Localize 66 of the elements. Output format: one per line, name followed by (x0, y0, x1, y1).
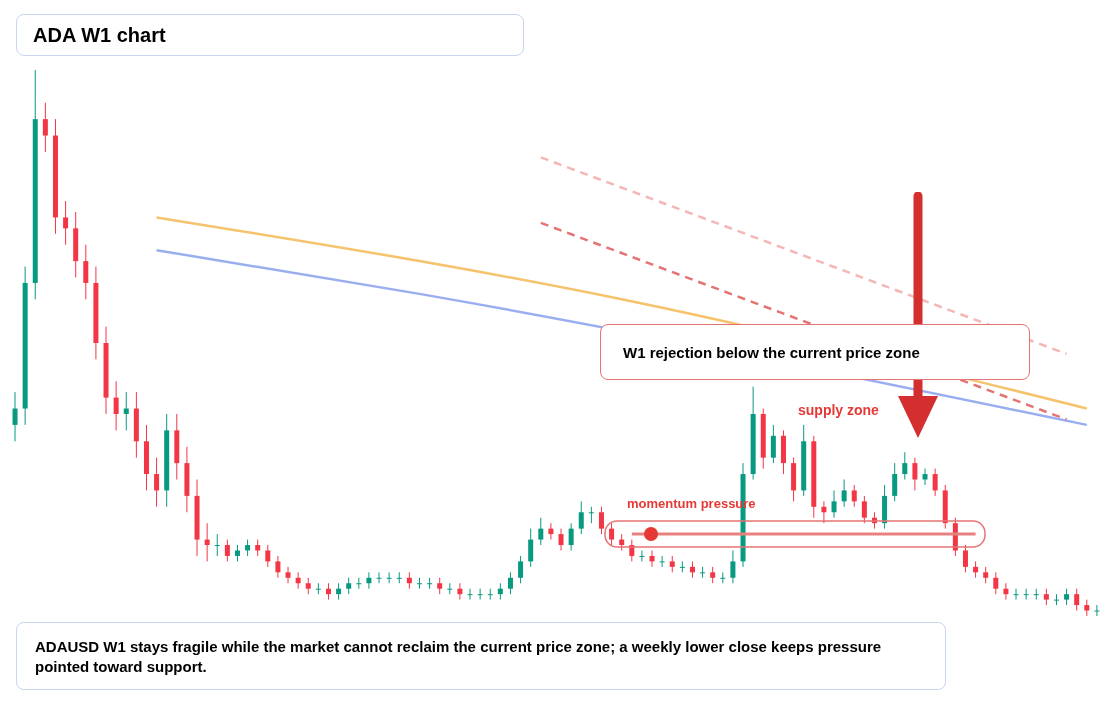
candlestick (396, 571, 402, 584)
candlestick (538, 517, 544, 546)
candlestick (679, 560, 685, 573)
candlestick (841, 479, 847, 508)
candlestick (1013, 588, 1019, 601)
candlestick (518, 555, 524, 584)
candlestick (861, 495, 867, 524)
candlestick (962, 544, 968, 573)
candlestick (528, 528, 534, 568)
candlestick (892, 462, 898, 502)
candlestick (912, 457, 918, 491)
candlestick (275, 555, 281, 579)
candlestick (224, 539, 230, 562)
candlestick (588, 506, 594, 524)
candlestick (851, 484, 857, 508)
candlestick (214, 533, 220, 557)
candlestick (83, 244, 89, 300)
candlestick (831, 489, 837, 519)
candlestick (295, 571, 301, 590)
candlestick (578, 500, 584, 535)
candlestick (609, 522, 615, 546)
candlestick (821, 500, 827, 524)
candlestick (598, 506, 604, 535)
candlestick (477, 588, 483, 601)
candlestick (457, 582, 463, 601)
candlestick (659, 555, 665, 568)
candlestick (1094, 604, 1100, 616)
candlestick (1033, 588, 1039, 601)
candlestick (315, 582, 321, 595)
candlestick (507, 571, 513, 595)
candlestick (447, 582, 453, 595)
candlestick (568, 522, 574, 551)
candlestick (558, 528, 564, 551)
candlestick (123, 391, 129, 431)
candlestick (416, 577, 422, 590)
candlestick (42, 102, 48, 153)
candlestick (639, 549, 645, 562)
candlestick (649, 549, 655, 568)
candlestick (386, 571, 392, 584)
candlestick (700, 566, 706, 579)
candlestick (1053, 593, 1059, 606)
candlestick (366, 571, 372, 590)
candlestick (1074, 588, 1080, 612)
candlestick (154, 457, 160, 508)
candlestick (204, 522, 210, 562)
annotation: supply zone (798, 402, 879, 418)
candlestick (548, 522, 554, 541)
candlestick (427, 577, 433, 590)
candlestick (1003, 582, 1009, 601)
candlestick (265, 544, 271, 568)
candlestick (902, 451, 908, 480)
candlestick (922, 468, 928, 486)
candlestick (932, 468, 938, 497)
candlestick (356, 577, 362, 590)
candlestick (12, 391, 18, 442)
candlestick (467, 588, 473, 601)
candlestick (63, 200, 69, 246)
candlestick (113, 380, 119, 431)
candlestick (770, 424, 776, 464)
candlestick (1023, 588, 1029, 601)
candlestick (285, 566, 291, 584)
candlestick (730, 549, 736, 584)
candlestick (487, 588, 493, 601)
candlestick (720, 571, 726, 584)
candlestick (376, 571, 382, 584)
candlestick (993, 571, 999, 595)
